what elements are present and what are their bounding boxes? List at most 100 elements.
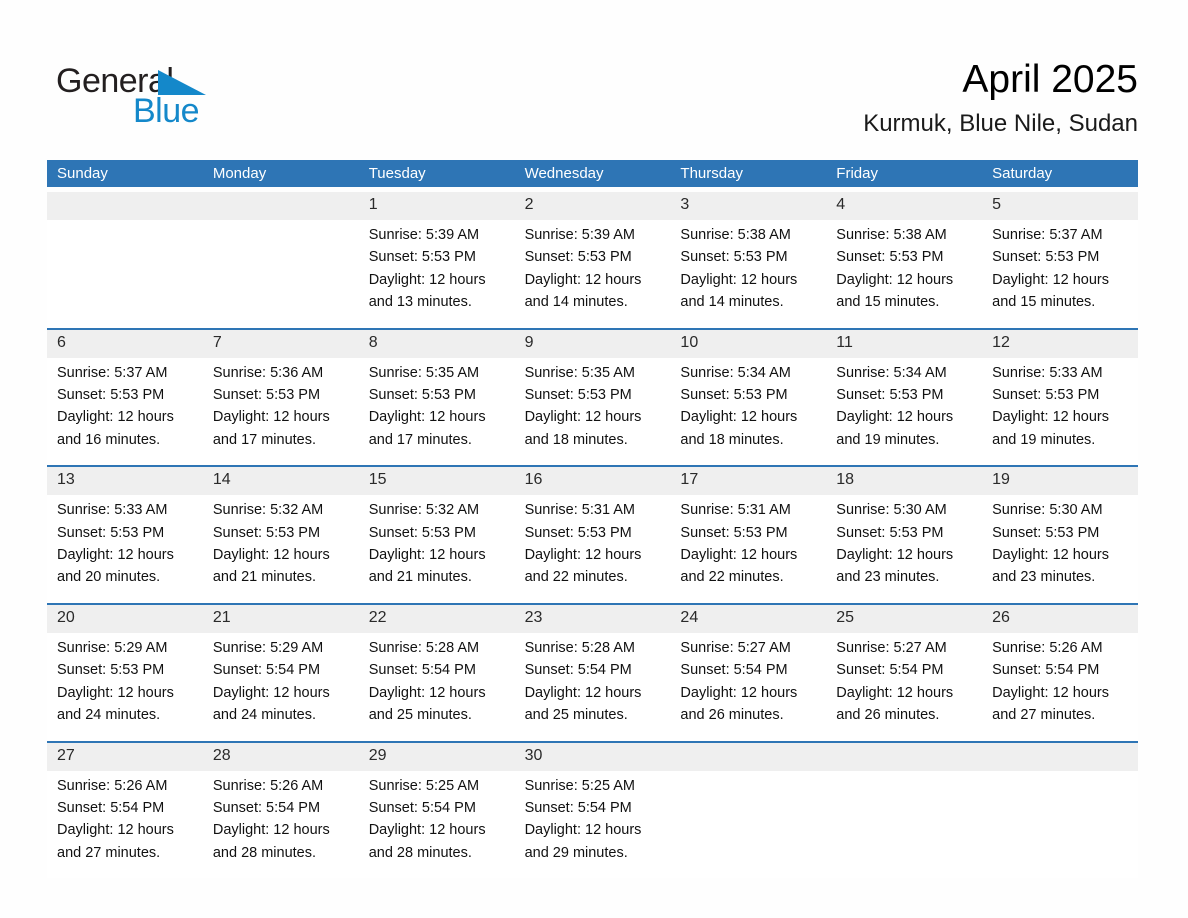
daylight-line-continued: and 28 minutes. [368,844,472,861]
day-number: 26 [982,604,1138,633]
week-row: 13 Sunrise: 5:33 AM Sunset: 5:53 PM Dayligh… [47,465,1138,603]
daylight-line-continued: and 19 minutes. [836,431,940,448]
day-cell-23: 23 Sunrise: 5:28 AM Sunset: 5:54 PM Dayligh… [514,604,671,741]
sunrise-line: Sunrise: 5:35 AM [524,364,635,381]
daylight-line: Daylight: 12 hours [680,684,798,701]
day-cell-26: 26 Sunrise: 5:26 AM Sunset: 5:54 PM Dayligh… [982,604,1138,741]
sunset-line: Sunset: 5:53 PM [680,524,788,541]
sunrise-line: Sunrise: 5:27 AM [836,639,947,656]
daylight-line: Daylight: 12 hours [992,409,1110,426]
day-number: 27 [47,742,203,771]
sunrise-line: Sunrise: 5:37 AM [57,364,168,381]
day-info: Sunrise: 5:32 AM Sunset: 5:53 PM Daylight:… [359,495,515,603]
sunrise-line: Sunrise: 5:38 AM [680,227,791,243]
sunrise-line: Sunrise: 5:28 AM [524,639,635,656]
sunset-line: Sunset: 5:53 PM [212,387,321,404]
day-cell-20: 20 Sunrise: 5:29 AM Sunset: 5:53 PM Dayligh… [47,604,203,741]
daylight-line-continued: and 15 minutes. [992,294,1096,311]
daylight-line-continued: and 18 minutes. [680,431,784,448]
day-number: 14 [202,467,359,496]
day-info: Sunrise: 5:38 AM Sunset: 5:53 PM Daylight:… [826,220,982,328]
daylight-line-continued: and 22 minutes. [524,569,628,586]
day-number: 23 [514,604,671,633]
sunset-line: Sunset: 5:54 PM [212,662,321,679]
sunset-line: Sunset: 5:53 PM [368,524,476,541]
day-info: Sunrise: 5:26 AM Sunset: 5:54 PM Daylight:… [203,771,359,879]
daylight-line-continued: and 20 minutes. [57,569,161,586]
day-cell-17: 17 Sunrise: 5:31 AM Sunset: 5:53 PM Dayligh… [670,467,827,603]
sunrise-line: Sunrise: 5:36 AM [212,364,324,381]
sunset-line: Sunset: 5:54 PM [836,662,944,679]
day-number: 5 [982,192,1138,220]
sunset-line: Sunset: 5:53 PM [836,249,944,266]
sunset-line: Sunset: 5:53 PM [57,524,165,541]
day-cell-15: 15 Sunrise: 5:32 AM Sunset: 5:53 PM Dayligh… [358,467,515,603]
daylight-line: Daylight: 12 hours [524,684,642,701]
day-info: Sunrise: 5:29 AM Sunset: 5:53 PM Daylight:… [47,633,203,741]
day-cell-27: 27 Sunrise: 5:26 AM Sunset: 5:54 PM Dayligh… [47,742,203,879]
day-number: 10 [670,329,827,358]
day-number: 1 [358,192,515,220]
daylight-line: Daylight: 12 hours [836,271,954,288]
daylight-line-continued: and 25 minutes. [368,707,472,724]
daylight-line-continued: and 26 minutes. [680,707,784,724]
sunrise-line: Sunrise: 5:28 AM [368,639,480,656]
sunrise-line: Sunrise: 5:30 AM [836,502,947,519]
daylight-line-continued: and 15 minutes. [836,294,940,311]
daylight-line: Daylight: 12 hours [992,547,1110,564]
day-cell-empty [202,192,359,328]
day-number: 29 [358,742,515,771]
day-cell-19: 19 Sunrise: 5:30 AM Sunset: 5:53 PM Dayligh… [982,467,1138,603]
weekday-label-sunday: Sunday [57,165,108,182]
daylight-line: Daylight: 12 hours [992,684,1110,701]
daylight-line: Daylight: 12 hours [368,271,486,288]
day-info: Sunrise: 5:38 AM Sunset: 5:53 PM Daylight:… [670,220,826,328]
daylight-line-continued: and 24 minutes. [57,707,161,724]
day-number [826,742,983,771]
sunset-line: Sunset: 5:53 PM [524,249,632,266]
day-cell-13: 13 Sunrise: 5:33 AM Sunset: 5:53 PM Dayligh… [47,467,203,603]
day-number: 28 [202,742,359,771]
daylight-line: Daylight: 12 hours [836,409,954,426]
day-cell-30: 30 Sunrise: 5:25 AM Sunset: 5:54 PM Dayligh… [514,742,671,879]
day-number: 12 [982,329,1138,358]
daylight-line-continued: and 18 minutes. [524,431,628,448]
day-cell-7: 7 Sunrise: 5:36 AM Sunset: 5:53 PM Daylight… [202,329,359,466]
weekday-header-row: Sunday Monday Tuesday Wednesday Thursday Frid… [47,160,1138,187]
daylight-line: Daylight: 12 hours [368,547,486,564]
sunset-line: Sunset: 5:53 PM [992,524,1100,541]
sunrise-line: Sunrise: 5:30 AM [992,502,1103,519]
day-info: Sunrise: 5:37 AM Sunset: 5:53 PM Daylight:… [47,358,203,466]
weekday-label-saturday: Saturday [992,165,1053,182]
day-number: 19 [982,467,1138,496]
daylight-line-continued: and 28 minutes. [212,844,317,861]
daylight-line-continued: and 13 minutes. [368,294,472,311]
sunset-line: Sunset: 5:54 PM [57,799,165,816]
daylight-line-continued: and 14 minutes. [680,294,784,311]
sunrise-line: Sunrise: 5:38 AM [836,227,947,243]
weekday-label-wednesday: Wednesday [524,165,604,182]
sunrise-line: Sunrise: 5:34 AM [680,364,791,381]
sunset-line: Sunset: 5:53 PM [680,387,788,404]
day-number: 17 [670,467,827,496]
day-cell-8: 8 Sunrise: 5:35 AM Sunset: 5:53 PM Daylight… [358,329,515,466]
sunset-line: Sunset: 5:53 PM [992,249,1100,266]
day-cell-29: 29 Sunrise: 5:25 AM Sunset: 5:54 PM Dayligh… [358,742,515,879]
sunset-line: Sunset: 5:53 PM [57,662,165,679]
day-cell-empty [982,742,1138,879]
sunrise-line: Sunrise: 5:29 AM [57,639,168,656]
day-number: 15 [358,467,515,496]
sunrise-line: Sunrise: 5:25 AM [524,777,635,794]
location-subtitle: Kurmuk, Blue Nile, Sudan [863,109,1138,137]
daylight-line: Daylight: 12 hours [212,684,330,701]
day-info: Sunrise: 5:35 AM Sunset: 5:53 PM Daylight:… [359,358,515,466]
daylight-line: Daylight: 12 hours [212,547,330,564]
sunrise-line: Sunrise: 5:29 AM [212,639,324,656]
week-row: 27 Sunrise: 5:26 AM Sunset: 5:54 PM Dayligh… [47,740,1138,879]
daylight-line-continued: and 23 minutes. [836,569,940,586]
day-cell-14: 14 Sunrise: 5:32 AM Sunset: 5:53 PM Dayligh… [202,467,359,603]
day-info [47,220,203,238]
daylight-line: Daylight: 12 hours [524,409,642,426]
daylight-line: Daylight: 12 hours [680,409,798,426]
